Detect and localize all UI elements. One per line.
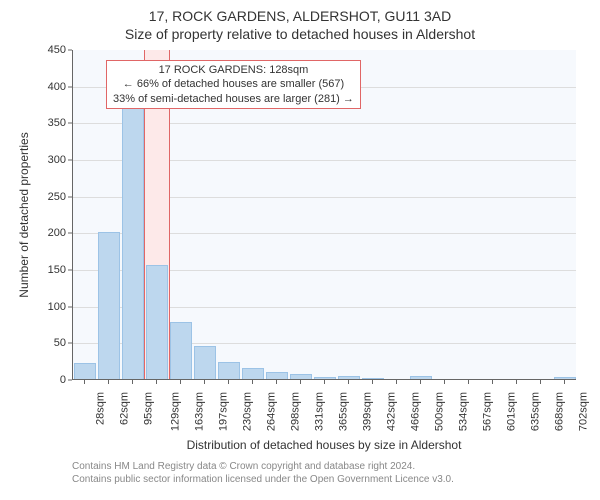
x-tick-label: 668sqm	[554, 392, 566, 431]
x-tick-label: 28sqm	[95, 392, 107, 425]
x-tick-mark	[204, 380, 205, 384]
title-line-1: 17, ROCK GARDENS, ALDERSHOT, GU11 3AD	[0, 8, 600, 24]
x-tick-mark	[108, 380, 109, 384]
x-tick-mark	[492, 380, 493, 384]
footer: Contains HM Land Registry data © Crown c…	[72, 460, 592, 486]
x-tick-mark	[156, 380, 157, 384]
x-tick-label: 365sqm	[338, 392, 350, 431]
x-tick-label: 500sqm	[434, 392, 446, 431]
x-tick-mark	[252, 380, 253, 384]
y-tick-label: 0	[60, 374, 66, 386]
x-tick-label: 399sqm	[362, 392, 374, 431]
x-tick-mark	[540, 380, 541, 384]
x-tick-mark	[84, 380, 85, 384]
y-tick-label: 300	[48, 154, 66, 166]
bar	[98, 232, 120, 380]
x-tick-label: 702sqm	[578, 392, 590, 431]
y-axis	[72, 50, 73, 380]
x-axis	[72, 379, 576, 380]
annotation-line: ← 66% of detached houses are smaller (56…	[113, 77, 354, 91]
bar	[74, 363, 96, 380]
x-tick-mark	[228, 380, 229, 384]
x-tick-label: 432sqm	[386, 392, 398, 431]
x-tick-mark	[516, 380, 517, 384]
x-axis-label: Distribution of detached houses by size …	[187, 438, 462, 452]
bar	[146, 265, 168, 380]
y-axis-label: Number of detached properties	[17, 132, 31, 297]
annotation-line: 33% of semi-detached houses are larger (…	[113, 92, 354, 106]
x-tick-mark	[276, 380, 277, 384]
x-tick-label: 635sqm	[530, 392, 542, 431]
footer-line-1: Contains HM Land Registry data © Crown c…	[72, 460, 592, 473]
x-tick-label: 264sqm	[266, 392, 278, 431]
x-tick-mark	[348, 380, 349, 384]
x-tick-label: 62sqm	[119, 392, 131, 425]
chart-area: Number of detached properties 0501001502…	[72, 50, 576, 380]
x-tick-label: 95sqm	[143, 392, 155, 425]
x-tick-mark	[444, 380, 445, 384]
footer-line-2: Contains public sector information licen…	[72, 473, 592, 486]
x-tick-label: 197sqm	[218, 392, 230, 431]
bar	[170, 322, 192, 380]
x-tick-label: 567sqm	[482, 392, 494, 431]
figure: 17, ROCK GARDENS, ALDERSHOT, GU11 3AD Si…	[0, 0, 600, 500]
x-tick-mark	[468, 380, 469, 384]
x-tick-label: 601sqm	[506, 392, 518, 431]
y-tick-label: 150	[48, 264, 66, 276]
x-tick-mark	[324, 380, 325, 384]
y-tick-label: 400	[48, 81, 66, 93]
x-tick-label: 298sqm	[290, 392, 302, 431]
x-tick-mark	[300, 380, 301, 384]
title-line-2: Size of property relative to detached ho…	[0, 26, 600, 42]
x-tick-label: 163sqm	[194, 392, 206, 431]
x-tick-label: 534sqm	[458, 392, 470, 431]
y-tick-label: 100	[48, 301, 66, 313]
x-tick-label: 466sqm	[410, 392, 422, 431]
bar	[194, 346, 216, 380]
bar	[122, 105, 144, 380]
x-tick-mark	[396, 380, 397, 384]
x-tick-mark	[180, 380, 181, 384]
y-tick-label: 450	[48, 44, 66, 56]
x-tick-mark	[132, 380, 133, 384]
y-tick-label: 200	[48, 227, 66, 239]
x-tick-label: 331sqm	[314, 392, 326, 431]
x-tick-mark	[372, 380, 373, 384]
x-tick-label: 230sqm	[242, 392, 254, 431]
y-tick-label: 50	[54, 337, 66, 349]
bar	[218, 362, 240, 380]
x-tick-mark	[420, 380, 421, 384]
annotation-line: 17 ROCK GARDENS: 128sqm	[113, 63, 354, 77]
x-tick-label: 129sqm	[170, 392, 182, 431]
annotation-box: 17 ROCK GARDENS: 128sqm← 66% of detached…	[106, 60, 361, 109]
y-tick-label: 350	[48, 117, 66, 129]
y-tick-label: 250	[48, 191, 66, 203]
x-tick-mark	[564, 380, 565, 384]
